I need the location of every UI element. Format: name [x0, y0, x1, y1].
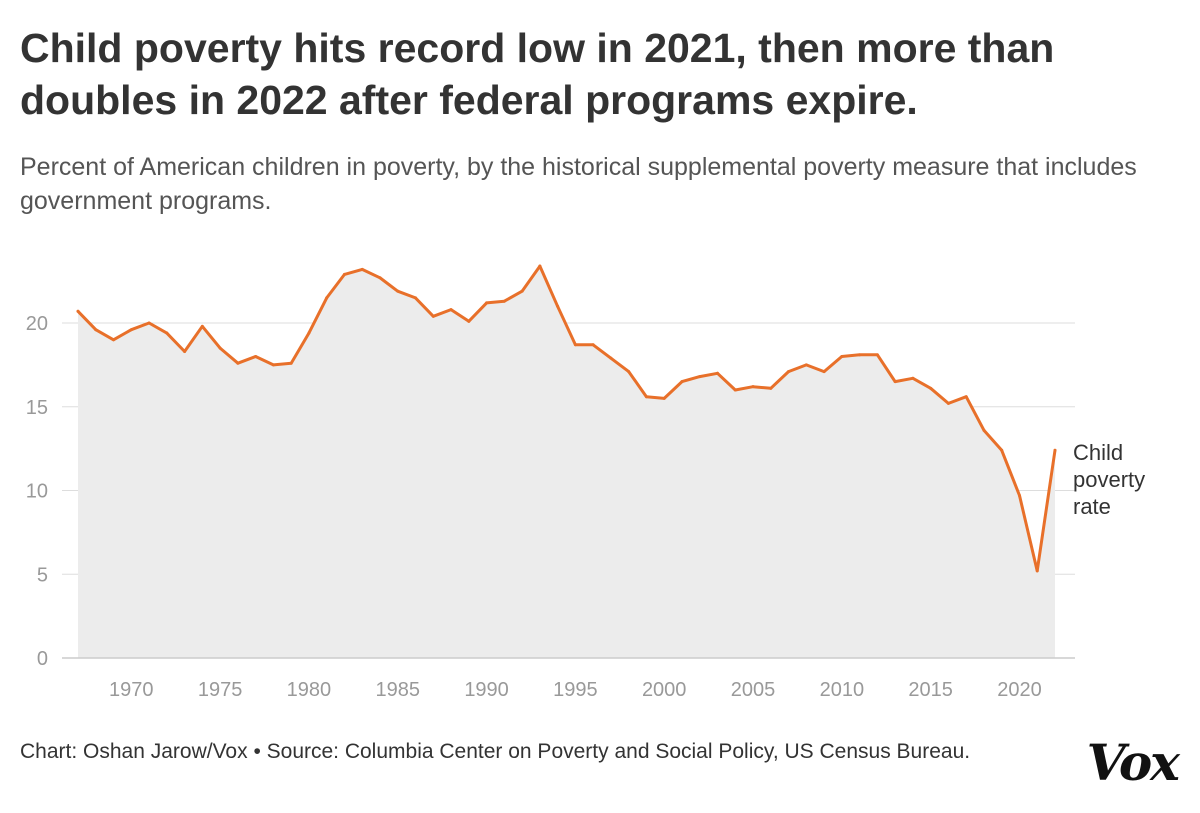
x-tick-label-2000: 2000 — [642, 679, 687, 701]
data-point-1984 — [378, 276, 382, 280]
data-point-1991 — [502, 299, 506, 303]
x-tick-label-2005: 2005 — [731, 679, 776, 701]
line-chart: 0 5 10 15 20 1970 1975 1980 1985 1990 1995 2000 200… — [26, 264, 1145, 701]
data-point-2020 — [1017, 494, 1021, 498]
x-tick-label-1980: 1980 — [287, 679, 332, 701]
x-tick-label-1995: 1995 — [553, 679, 598, 701]
chart-subtitle: Percent of American children in poverty,… — [20, 153, 1137, 215]
data-point-1987 — [431, 314, 435, 318]
data-point-2010 — [840, 355, 844, 358]
data-point-2008 — [804, 363, 808, 367]
source-credit: Chart: Oshan Jarow/Vox • Source: Columbi… — [20, 740, 971, 763]
data-point-1973 — [183, 349, 187, 353]
vox-logo: Vox — [1086, 733, 1180, 792]
x-tick-label-2015: 2015 — [908, 679, 953, 701]
data-point-1989 — [467, 319, 471, 323]
data-point-2005 — [751, 385, 755, 389]
data-point-1969 — [112, 338, 116, 342]
data-point-1981 — [325, 296, 329, 300]
data-point-1968 — [94, 328, 98, 332]
data-point-2000 — [662, 396, 666, 400]
data-point-2016 — [946, 401, 950, 405]
x-tick-label-2010: 2010 — [820, 679, 865, 701]
y-tick-labels: 0 5 10 15 20 — [26, 313, 48, 670]
data-point-2019 — [1000, 448, 1004, 452]
data-point-1979 — [289, 361, 293, 365]
data-points — [76, 264, 1057, 573]
data-point-1982 — [342, 272, 346, 276]
data-point-1971 — [147, 321, 151, 325]
data-point-1999 — [644, 395, 648, 399]
data-point-2014 — [911, 376, 915, 380]
y-tick-label-15: 15 — [26, 397, 48, 419]
data-point-1995 — [573, 343, 577, 347]
data-point-2003 — [715, 371, 719, 375]
y-tick-label-10: 10 — [26, 481, 48, 503]
data-point-2018 — [982, 428, 986, 432]
data-point-1980 — [307, 331, 311, 335]
x-tick-label-2020: 2020 — [997, 679, 1042, 701]
area-fill — [78, 266, 1055, 658]
data-point-2012 — [875, 353, 879, 357]
x-tick-label-1985: 1985 — [375, 679, 420, 701]
series-label-child-poverty-rate: Child poverty rate — [1073, 440, 1145, 519]
y-tick-label-5: 5 — [37, 564, 48, 586]
data-point-1998 — [627, 370, 631, 374]
data-point-1977 — [254, 355, 258, 358]
data-point-1997 — [609, 356, 613, 360]
chart-title: Child poverty hits record low in 2021, t… — [20, 25, 1055, 123]
y-tick-label-20: 20 — [26, 313, 48, 335]
data-point-1988 — [449, 308, 453, 312]
y-tick-label-0: 0 — [37, 648, 48, 670]
data-point-2001 — [680, 380, 684, 384]
data-point-1996 — [591, 343, 595, 347]
data-point-1974 — [200, 324, 204, 328]
data-point-1994 — [556, 304, 560, 308]
data-point-1992 — [520, 289, 524, 293]
data-point-2017 — [964, 395, 968, 399]
x-tick-label-1990: 1990 — [464, 679, 509, 701]
data-point-1976 — [236, 361, 240, 365]
data-point-2009 — [822, 370, 826, 374]
data-point-2013 — [893, 380, 897, 384]
x-tick-label-1970: 1970 — [109, 679, 154, 701]
data-point-2022 — [1053, 448, 1057, 452]
data-point-1985 — [396, 289, 400, 293]
series-line-child-poverty-rate — [76, 264, 1057, 573]
data-point-1983 — [360, 267, 364, 271]
data-point-1975 — [218, 346, 222, 350]
data-point-2004 — [733, 388, 737, 392]
data-point-1990 — [485, 301, 489, 305]
data-point-1972 — [165, 331, 169, 335]
data-point-2021 — [1035, 569, 1039, 573]
data-point-2011 — [858, 353, 862, 357]
data-point-2007 — [787, 370, 791, 374]
data-point-2002 — [698, 375, 702, 379]
data-point-1993 — [538, 264, 542, 268]
data-point-1986 — [414, 296, 418, 300]
data-point-2015 — [929, 386, 933, 390]
data-point-1978 — [271, 363, 275, 367]
x-tick-label-1975: 1975 — [198, 679, 243, 701]
data-point-1970 — [129, 328, 133, 332]
data-point-2006 — [769, 386, 773, 390]
x-tick-labels: 1970 1975 1980 1985 1990 1995 2000 2005 2010 2015… — [109, 679, 1042, 701]
data-point-1967 — [76, 309, 80, 313]
